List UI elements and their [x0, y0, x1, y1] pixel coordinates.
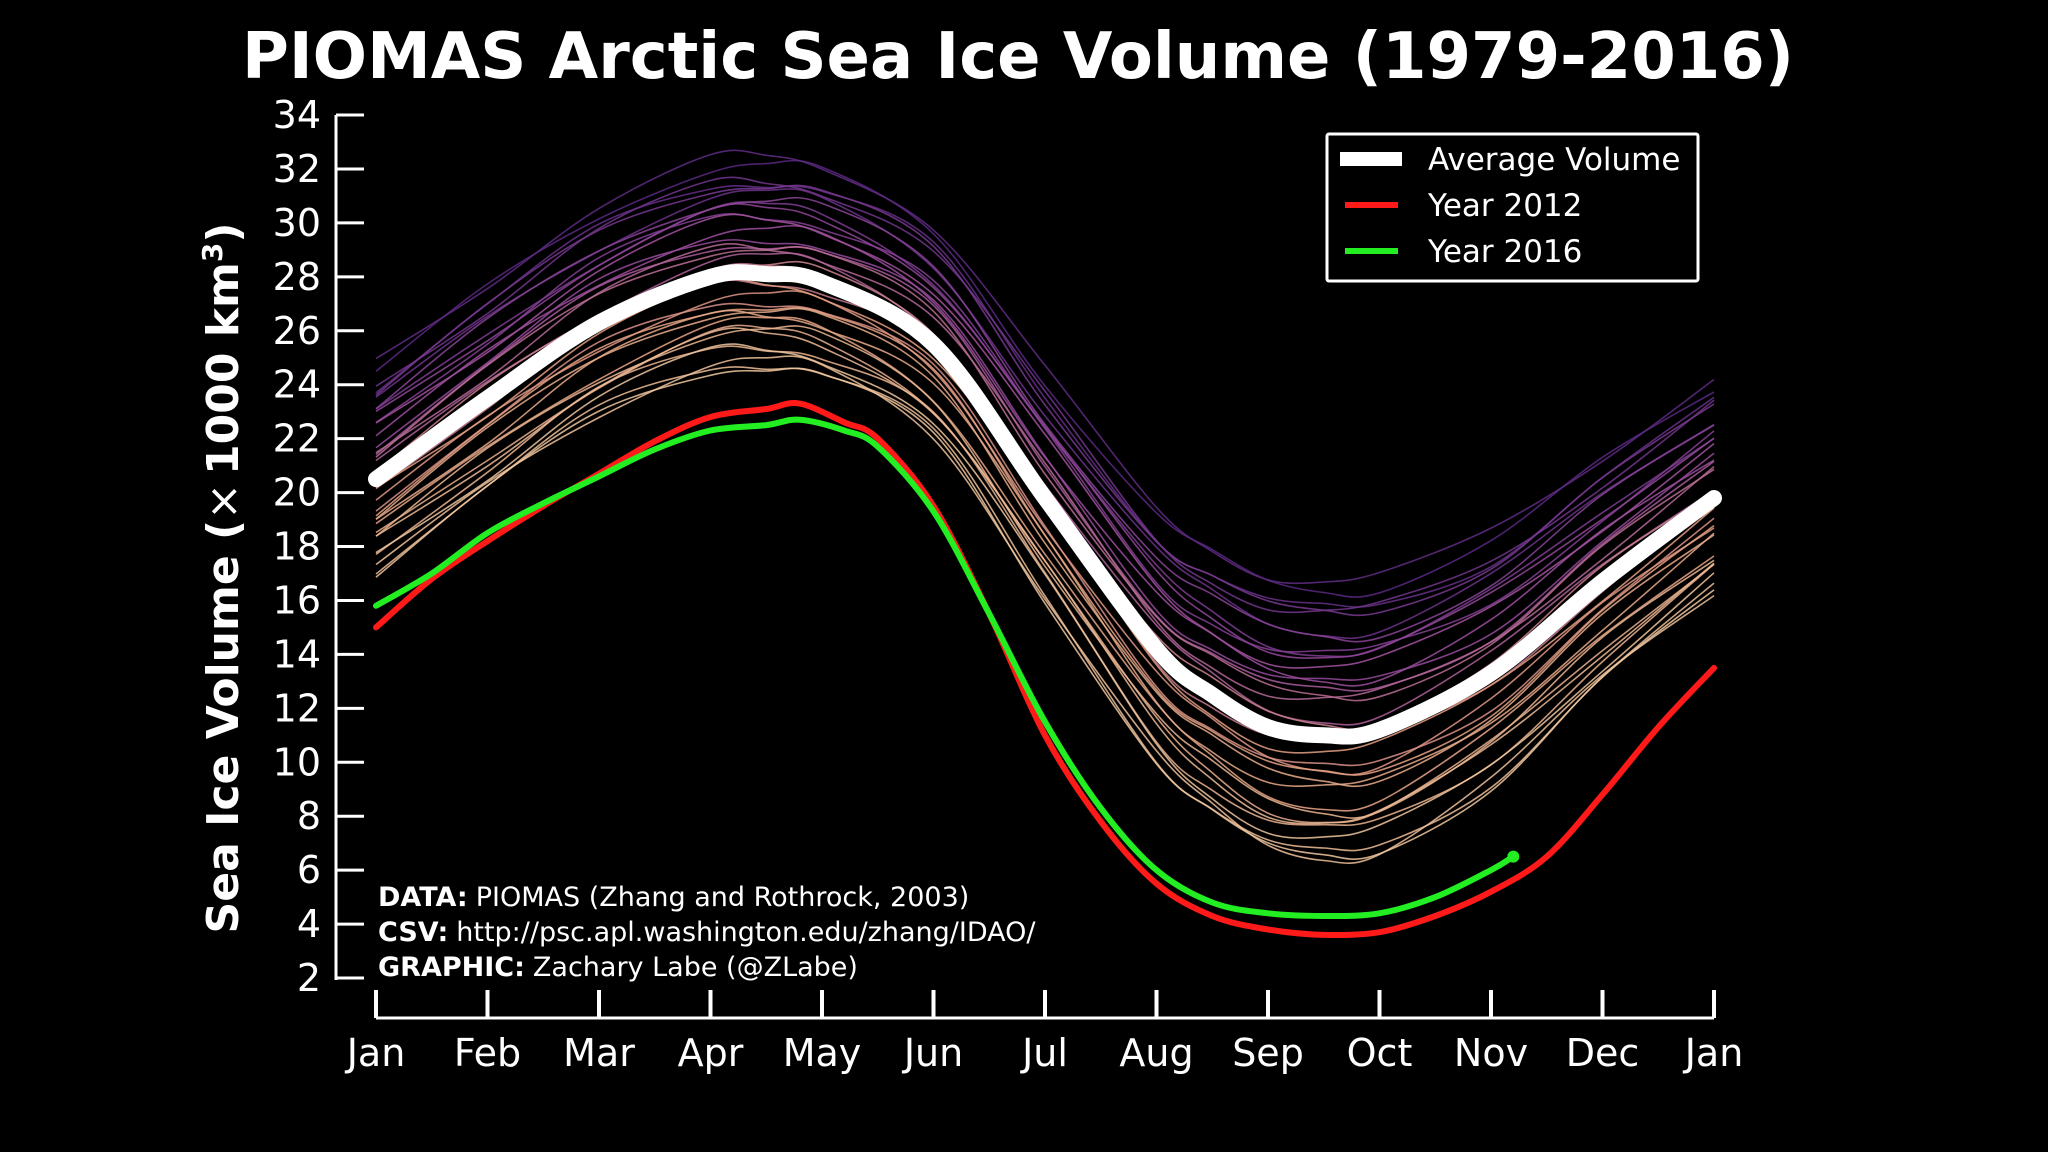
- x-tick-label: Nov: [1454, 1031, 1528, 1075]
- series-2016-end-point: [1507, 850, 1520, 863]
- x-tick-label: May: [783, 1031, 862, 1075]
- credit-graphic-text: Zachary Labe (@ZLabe): [533, 952, 858, 983]
- x-tick-label: Apr: [678, 1031, 744, 1075]
- x-tick-label: Oct: [1347, 1031, 1413, 1075]
- y-axis-label-sup: 3: [196, 243, 229, 262]
- historical-year-line: [375, 325, 1715, 819]
- historical-year-line: [375, 246, 1715, 692]
- legend: Average Volume Year 2012 Year 2016: [1325, 132, 1700, 283]
- legend-label-2012: Year 2012: [1427, 188, 1582, 224]
- y-tick-label: 12: [273, 686, 321, 730]
- historical-year-line: [375, 213, 1715, 653]
- y-tick-label: 2: [297, 956, 321, 1000]
- historical-year-line: [375, 243, 1715, 700]
- legend-label-average: Average Volume: [1428, 142, 1680, 178]
- y-tick-label: 32: [273, 147, 321, 191]
- credit-data-label: DATA:: [378, 882, 468, 913]
- credit-graphic: GRAPHIC: Zachary Labe (@ZLabe): [378, 952, 858, 983]
- y-tick-label: 14: [273, 632, 321, 676]
- historical-year-line: [375, 188, 1715, 640]
- historical-year-line: [375, 306, 1715, 776]
- historical-year-line: [375, 239, 1715, 681]
- legend-label-2016: Year 2016: [1427, 234, 1582, 270]
- x-tick-label: Feb: [454, 1031, 521, 1075]
- historical-year-line: [375, 355, 1715, 865]
- y-tick-label: 8: [297, 794, 321, 838]
- y-tick-label: 10: [273, 740, 321, 784]
- chart-title: PIOMAS Arctic Sea Ice Volume (1979-2016): [242, 20, 1794, 94]
- y-tick-label: 20: [273, 471, 321, 515]
- credit-graphic-label: GRAPHIC:: [378, 952, 525, 983]
- historical-year-line: [375, 176, 1715, 614]
- y-tick-label: 16: [273, 578, 321, 622]
- historical-year-line: [375, 343, 1715, 839]
- y-axis-label-close: ): [198, 223, 249, 243]
- x-tick-label: Aug: [1119, 1031, 1193, 1075]
- x-tick-label: Jun: [902, 1031, 963, 1075]
- x-tick-label: Sep: [1232, 1031, 1304, 1075]
- x-tick-label: Jan: [1683, 1031, 1744, 1075]
- credit-data: DATA: PIOMAS (Zhang and Rothrock, 2003): [378, 882, 969, 913]
- x-tick-label: Dec: [1566, 1031, 1640, 1075]
- historical-year-line: [375, 327, 1715, 825]
- credit-data-text: PIOMAS (Zhang and Rothrock, 2003): [476, 882, 970, 913]
- historical-year-line: [375, 246, 1715, 702]
- y-axis-label-main: Sea Ice Volume (: [198, 520, 249, 934]
- historical-year-line: [375, 316, 1715, 812]
- series-average-volume: [368, 264, 1722, 745]
- historical-year-line: [375, 307, 1715, 788]
- y-tick-label: 30: [273, 201, 321, 245]
- y-axis-label-unit: 1000 km: [198, 262, 249, 475]
- historical-year-line: [375, 224, 1715, 687]
- y-tick-label: 18: [273, 525, 321, 569]
- historical-year-line: [375, 366, 1715, 852]
- historical-year-line: [375, 367, 1715, 860]
- y-tick-label: 6: [297, 848, 321, 892]
- y-tick-label: 22: [273, 417, 321, 461]
- legend-box: [1325, 132, 1700, 283]
- series-year-2012: [373, 400, 1717, 939]
- historical-year-line: [375, 185, 1715, 608]
- y-tick-label: 28: [273, 255, 321, 299]
- x-tick-label: Mar: [563, 1031, 635, 1075]
- y-tick-label: 4: [297, 902, 321, 946]
- x-tick-label: Jan: [345, 1031, 406, 1075]
- x-tick-label: Jul: [1020, 1031, 1068, 1075]
- historical-year-line: [375, 149, 1715, 585]
- credits: DATA: PIOMAS (Zhang and Rothrock, 2003) C…: [378, 882, 1036, 983]
- historical-year-line: [375, 203, 1715, 659]
- historical-year-line: [375, 159, 1715, 598]
- credit-csv: CSV: http://psc.apl.washington.edu/zhang/…: [378, 917, 1036, 948]
- series-lines: [368, 264, 1722, 939]
- historical-year-line: [375, 196, 1715, 643]
- y-tick-label: 34: [273, 93, 321, 137]
- historical-year-line: [375, 309, 1715, 787]
- credit-csv-text: http://psc.apl.washington.edu/zhang/IDAO…: [456, 917, 1036, 948]
- y-axis-label-mult: ×: [198, 483, 249, 520]
- series-year-2016: [373, 416, 1517, 920]
- y-tick-label: 24: [273, 363, 321, 407]
- historical-year-line: [375, 184, 1715, 617]
- historical-year-line: [375, 213, 1715, 669]
- credit-csv-label: CSV:: [378, 917, 448, 948]
- y-axis-label: Sea Ice Volume (× 1000 km3): [196, 223, 250, 934]
- y-tick-label: 26: [273, 309, 321, 353]
